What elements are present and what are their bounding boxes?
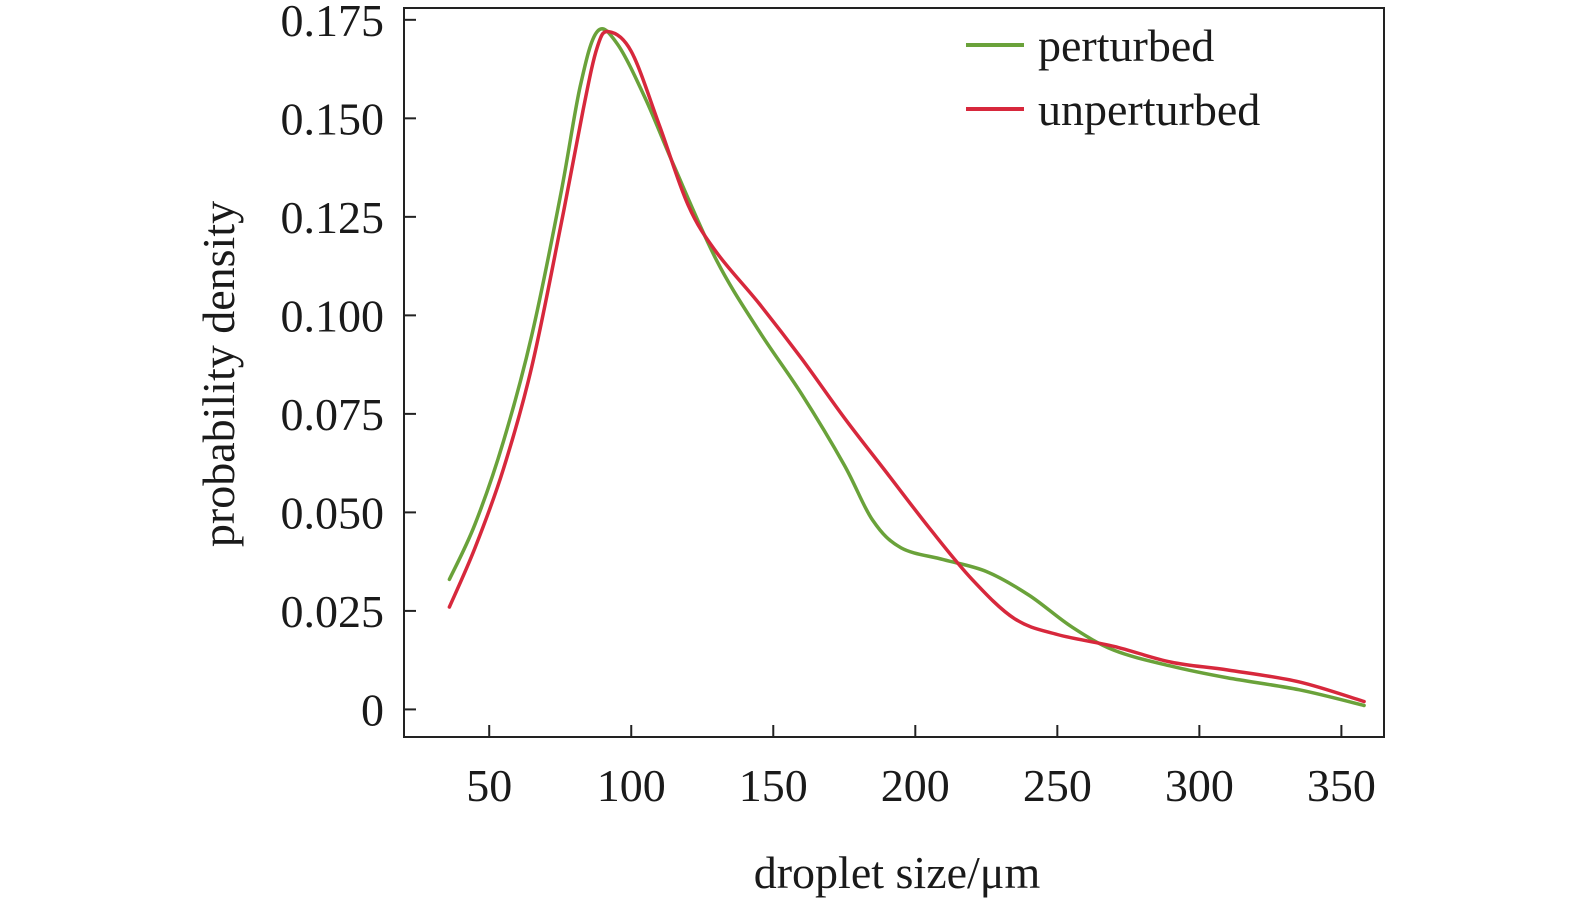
y-axis-label: probability density <box>193 201 244 547</box>
x-axis: 50 100 150 200 250 300 350 <box>466 725 1376 811</box>
y-tick-label: 0 <box>361 684 384 735</box>
y-tick-label: 0.175 <box>281 0 385 46</box>
y-tick-label: 0.050 <box>281 487 385 538</box>
x-axis-label: droplet size/μm <box>754 847 1041 898</box>
y-axis: 0 0.025 0.050 0.075 0.100 0.125 0.150 0.175 <box>281 0 416 735</box>
legend: perturbed unperturbed <box>966 20 1260 135</box>
series-line-perturbed <box>447 27 1366 708</box>
x-tick-label: 50 <box>466 760 512 811</box>
series-layer <box>447 27 1366 708</box>
y-tick-label: 0.150 <box>281 93 385 144</box>
series-line-unperturbed <box>447 29 1366 704</box>
legend-label-unperturbed: unperturbed <box>1038 84 1260 135</box>
plot-frame <box>403 7 1385 738</box>
x-tick-label: 150 <box>739 760 808 811</box>
y-tick-label: 0.125 <box>281 192 385 243</box>
x-tick-label: 250 <box>1023 760 1092 811</box>
x-tick-label: 200 <box>881 760 950 811</box>
x-tick-label: 350 <box>1307 760 1376 811</box>
y-tick-label: 0.025 <box>281 586 385 637</box>
legend-label-perturbed: perturbed <box>1038 20 1214 71</box>
y-tick-label: 0.100 <box>281 290 385 341</box>
x-tick-label: 100 <box>597 760 666 811</box>
y-tick-label: 0.075 <box>281 389 385 440</box>
x-tick-label: 300 <box>1165 760 1234 811</box>
